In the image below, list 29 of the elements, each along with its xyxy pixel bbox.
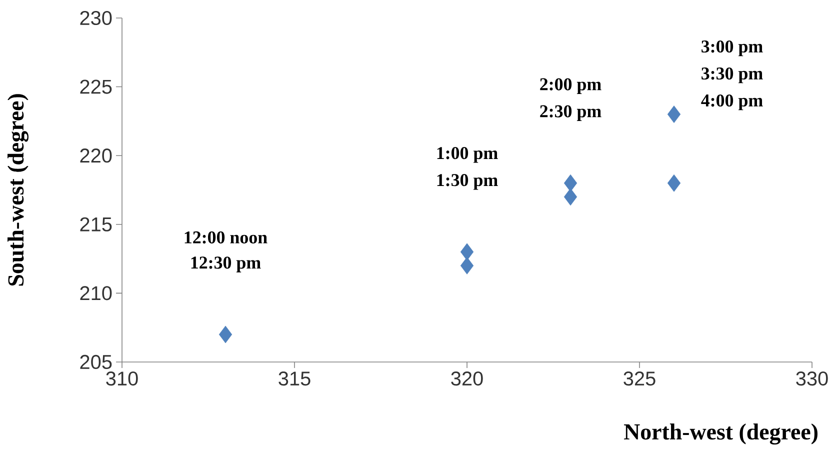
y-tick-label: 220 [80, 148, 112, 163]
annotation: 1:30 pm [437, 174, 498, 190]
y-tick-label: 205 [80, 354, 112, 370]
y-axis-title: South-west (degree) [8, 94, 28, 286]
point [460, 243, 474, 261]
point [667, 106, 681, 124]
annotation: 1:00 pm [437, 147, 498, 163]
point [218, 326, 232, 344]
point [667, 174, 681, 192]
annotation: 12:00 noon [184, 231, 268, 244]
x-tick-label: 325 [624, 372, 656, 386]
y-tick-label: 230 [80, 10, 112, 26]
y-tick-label: 210 [80, 286, 112, 300]
x-tick-label: 330 [796, 372, 828, 386]
point [564, 174, 578, 192]
annotation: 3:00 pm [702, 40, 763, 56]
point [460, 256, 474, 274]
y-tick-label: 215 [80, 217, 112, 232]
point [564, 188, 578, 206]
annotation: 12:30 pm [191, 256, 261, 272]
annotation: 2:00 pm [540, 78, 602, 94]
y-tick-label: 225 [80, 80, 112, 94]
x-axis-title: North-west (degree) [624, 424, 818, 444]
annotation: 3:30 pm [702, 67, 763, 84]
annotation: 2:30 pm [540, 105, 602, 121]
x-tick-label: 315 [278, 372, 310, 386]
annotation: 4:00 pm [701, 94, 763, 110]
x-tick-label: 310 [106, 372, 138, 386]
x-tick-label: 320 [451, 372, 483, 386]
